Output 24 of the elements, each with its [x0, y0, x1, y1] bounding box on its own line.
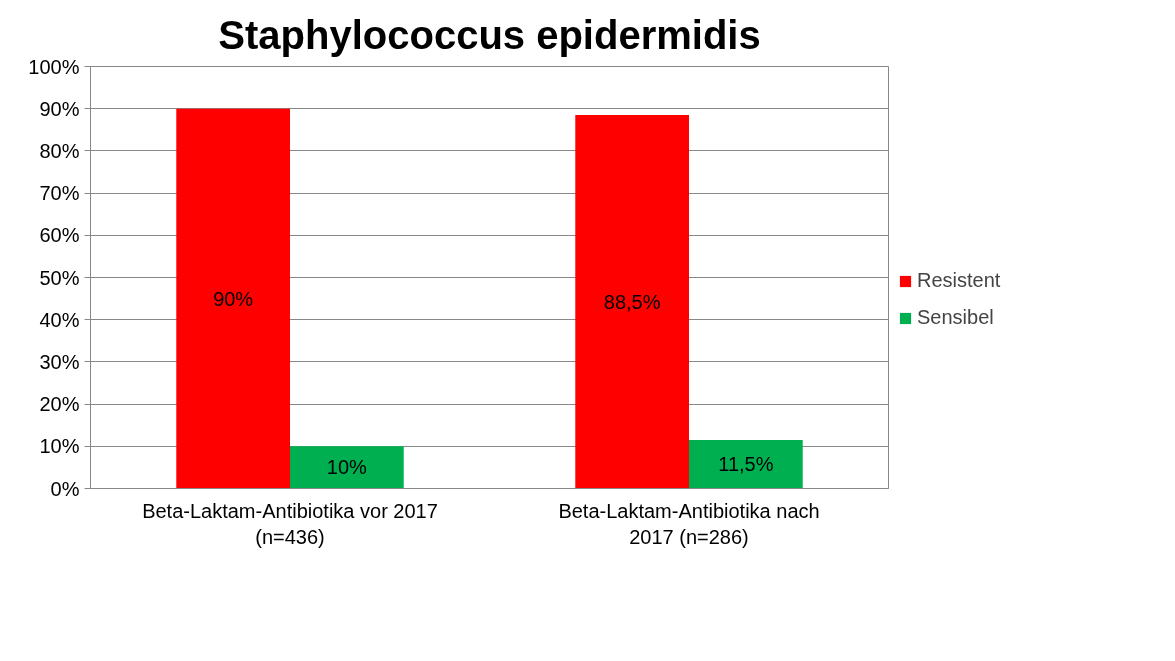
y-tick-label: 30% [39, 350, 80, 373]
data-label: 88,5% [603, 290, 661, 313]
y-tick-label: 40% [39, 308, 80, 331]
legend-label: Resistent [917, 269, 1001, 292]
data-label: 11,5% [718, 453, 774, 476]
y-tick-label: 80% [39, 139, 80, 162]
data-label: 90% [213, 287, 254, 310]
y-tick-label: 50% [39, 266, 80, 289]
y-tick-label: 60% [39, 224, 80, 247]
y-tick-label: 0% [50, 477, 80, 500]
y-tick-label: 20% [39, 393, 80, 416]
x-tick-label: Beta-Laktam-Antibiotika vor 2017 (n=436) [142, 499, 438, 548]
x-tick-label: Beta-Laktam-Antibiotika nach 2017 (n=286) [558, 499, 820, 548]
bar [575, 115, 689, 489]
bar [176, 108, 290, 489]
bar [290, 446, 404, 489]
y-tick-label: 90% [39, 97, 80, 120]
y-tick-label: 10% [39, 435, 80, 458]
y-tick-label: 100% [28, 55, 80, 78]
y-tick-label: 70% [39, 182, 80, 205]
data-label: 10% [326, 456, 368, 479]
bar [689, 439, 803, 489]
legend-label: Sensibel [917, 306, 994, 329]
chart-title: Staphylococcus epidermidis [218, 12, 761, 57]
